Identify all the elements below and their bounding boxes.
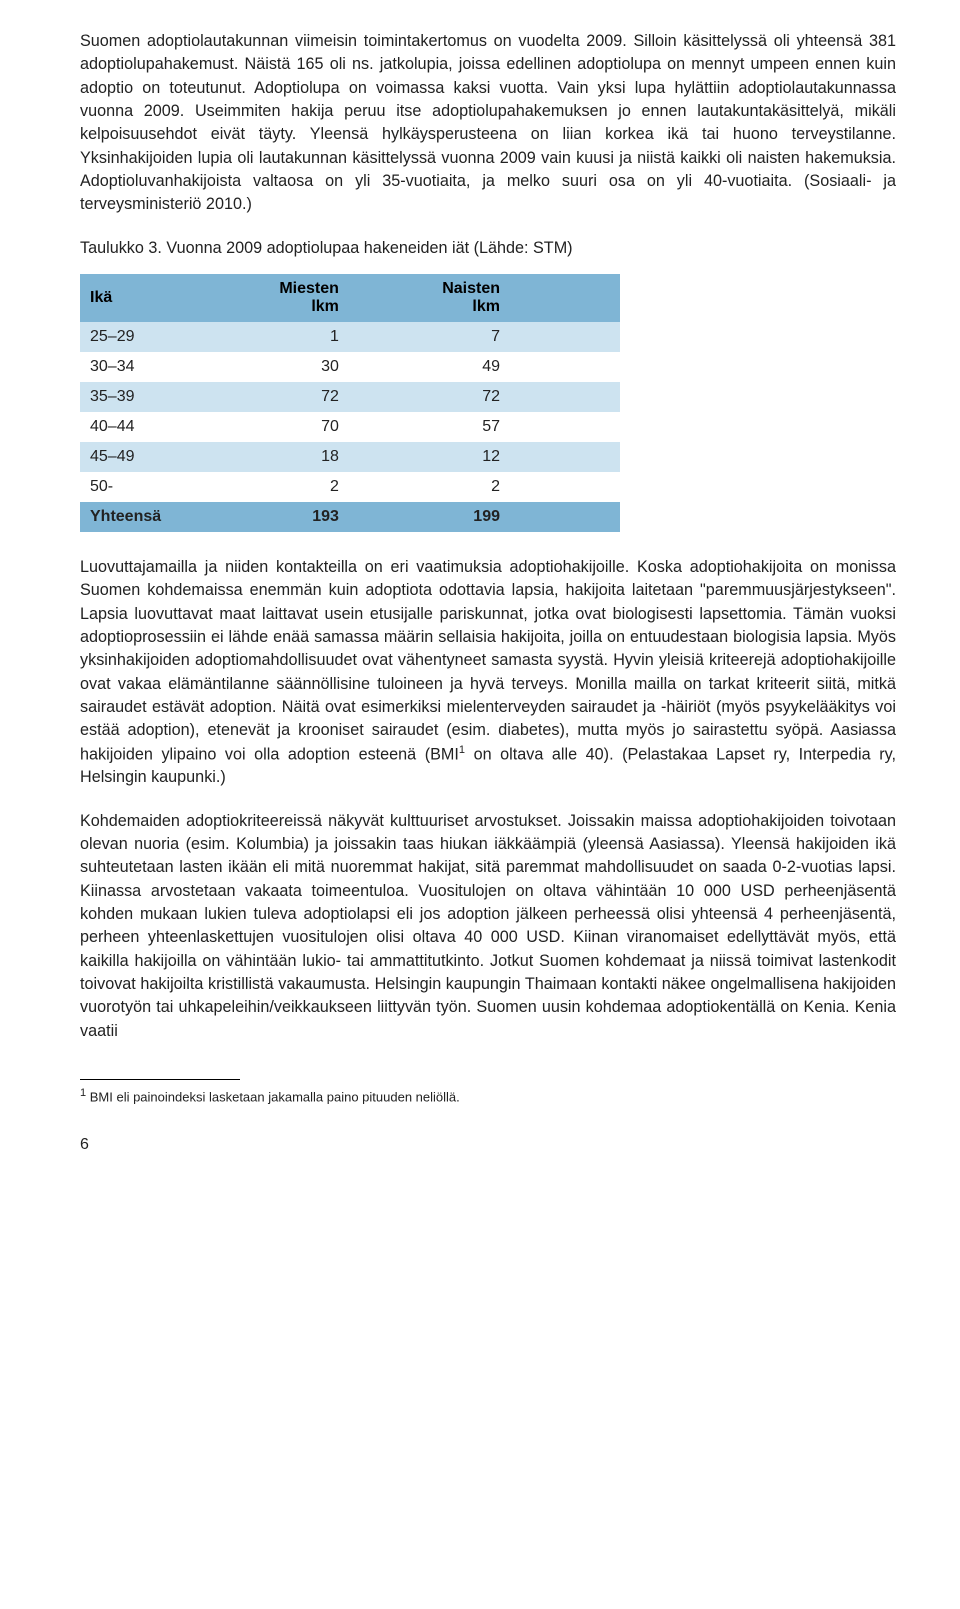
cell-age: 45–49 — [80, 442, 246, 472]
col-header-women: Naisten lkm — [409, 274, 620, 322]
cell-men: 2 — [246, 472, 409, 502]
footnote-rule — [80, 1079, 240, 1080]
age-table: Ikä Miesten lkm Naisten lkm 25–29 1 7 30… — [80, 274, 620, 532]
cell-age-total: Yhteensä — [80, 502, 246, 532]
table-row: 35–39 72 72 — [80, 382, 620, 412]
cell-men: 72 — [246, 382, 409, 412]
cell-men-total: 193 — [246, 502, 409, 532]
cell-women: 12 — [409, 442, 620, 472]
cell-women: 2 — [409, 472, 620, 502]
body-paragraph-3: Kohdemaiden adoptiokriteereissä näkyvät … — [80, 810, 896, 1043]
table-row: 50- 2 2 — [80, 472, 620, 502]
body-paragraph-1: Suomen adoptiolautakunnan viimeisin toim… — [80, 30, 896, 217]
footnote: 1 BMI eli painoindeksi lasketaan jakamal… — [80, 1086, 896, 1107]
cell-women: 72 — [409, 382, 620, 412]
cell-age: 25–29 — [80, 322, 246, 352]
cell-women: 7 — [409, 322, 620, 352]
col-header-age: Ikä — [80, 274, 246, 322]
cell-men: 70 — [246, 412, 409, 442]
table-caption: Taulukko 3. Vuonna 2009 adoptiolupaa hak… — [80, 237, 896, 260]
table-total-row: Yhteensä 193 199 — [80, 502, 620, 532]
cell-men: 30 — [246, 352, 409, 382]
body-paragraph-2: Luovuttajamailla ja niiden kontakteilla … — [80, 556, 896, 790]
table-row: 45–49 18 12 — [80, 442, 620, 472]
cell-women: 49 — [409, 352, 620, 382]
cell-age: 40–44 — [80, 412, 246, 442]
cell-age: 35–39 — [80, 382, 246, 412]
cell-age: 30–34 — [80, 352, 246, 382]
p2-part-a: Luovuttajamailla ja niiden kontakteilla … — [80, 558, 896, 763]
footnote-text: BMI eli painoindeksi lasketaan jakamalla… — [86, 1089, 460, 1104]
cell-women: 57 — [409, 412, 620, 442]
col-header-men: Miesten lkm — [246, 274, 409, 322]
table-row: 30–34 30 49 — [80, 352, 620, 382]
cell-age: 50- — [80, 472, 246, 502]
table-header-row: Ikä Miesten lkm Naisten lkm — [80, 274, 620, 322]
document-page: Suomen adoptiolautakunnan viimeisin toim… — [0, 0, 960, 1184]
cell-men: 1 — [246, 322, 409, 352]
cell-women-total: 199 — [409, 502, 620, 532]
table-row: 25–29 1 7 — [80, 322, 620, 352]
table-row: 40–44 70 57 — [80, 412, 620, 442]
page-number: 6 — [80, 1136, 896, 1154]
cell-men: 18 — [246, 442, 409, 472]
